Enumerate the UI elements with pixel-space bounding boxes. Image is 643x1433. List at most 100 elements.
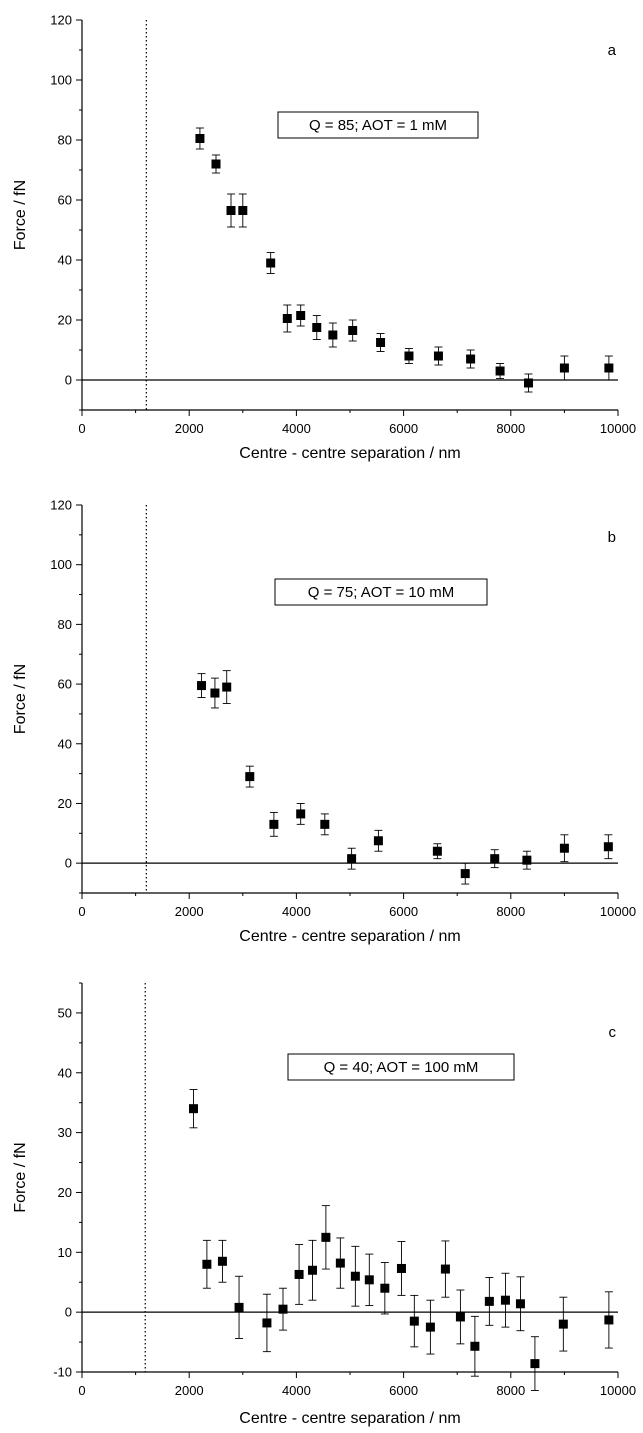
- point-marker: [425, 1322, 435, 1332]
- point-marker: [188, 1104, 198, 1114]
- data-point: [522, 850, 532, 870]
- data-point: [460, 862, 470, 885]
- data-point: [197, 673, 207, 698]
- point-marker: [373, 836, 383, 846]
- y-tick-label: 40: [58, 736, 72, 751]
- y-tick-label: 0: [65, 373, 72, 388]
- data-point: [195, 127, 205, 150]
- y-axis-label: Force / fN: [12, 664, 29, 734]
- point-marker: [282, 314, 292, 323]
- data-point: [266, 252, 276, 274]
- x-tick-label: 10000: [600, 904, 636, 919]
- data-point: [320, 813, 330, 836]
- x-tick-label: 4000: [282, 1383, 311, 1398]
- y-tick-label: 0: [65, 1305, 72, 1320]
- y-axis-label: Force / fN: [12, 1142, 29, 1212]
- data-point: [455, 1289, 465, 1345]
- data-point: [294, 1244, 304, 1305]
- data-point: [202, 1239, 212, 1289]
- x-tick-label: 4000: [282, 421, 311, 436]
- data-point: [530, 1336, 540, 1392]
- data-point: [500, 1272, 510, 1328]
- data-point: [425, 1299, 435, 1355]
- y-tick-label: 60: [58, 677, 72, 692]
- y-tick-label: 10: [58, 1245, 72, 1260]
- point-marker: [197, 681, 207, 691]
- data-point: [470, 1315, 480, 1377]
- data-point: [603, 834, 613, 860]
- y-tick-label: 120: [50, 498, 72, 513]
- point-marker: [211, 159, 221, 169]
- point-marker: [321, 1232, 331, 1242]
- data-point: [211, 154, 221, 174]
- point-marker: [348, 326, 358, 335]
- data-point: [433, 346, 443, 366]
- data-point: [226, 193, 236, 228]
- point-marker: [266, 258, 276, 268]
- y-tick-label: 80: [58, 133, 72, 148]
- data-point: [515, 1276, 525, 1332]
- point-marker: [530, 1359, 540, 1369]
- point-marker: [432, 846, 442, 856]
- annotation-text: Q = 40; AOT = 100 mM: [324, 1059, 479, 1076]
- y-tick-label: 0: [65, 856, 72, 871]
- point-marker: [523, 378, 533, 388]
- point-marker: [217, 1256, 227, 1266]
- data-point: [347, 847, 357, 870]
- y-tick-label: 40: [58, 253, 72, 268]
- data-point: [217, 1239, 227, 1283]
- data-point: [328, 322, 338, 348]
- point-marker: [195, 134, 205, 143]
- annotation-box: [277, 111, 479, 139]
- x-tick-label: 6000: [389, 904, 418, 919]
- point-marker: [380, 1283, 390, 1293]
- x-axis-label: Centre - centre separation / nm: [239, 928, 460, 945]
- data-point: [404, 348, 414, 364]
- x-tick-label: 0: [78, 421, 85, 436]
- point-marker: [307, 1265, 317, 1275]
- data-point: [490, 849, 500, 869]
- x-axis-label: Centre - centre separation / nm: [239, 1410, 460, 1427]
- point-marker: [296, 809, 306, 819]
- point-marker: [376, 338, 386, 347]
- data-point: [307, 1239, 317, 1301]
- point-marker: [490, 854, 500, 864]
- point-marker: [404, 351, 414, 361]
- x-tick-label: 2000: [175, 904, 204, 919]
- x-tick-label: 10000: [600, 421, 636, 436]
- point-marker: [495, 366, 505, 376]
- point-marker: [245, 772, 255, 782]
- point-marker: [604, 363, 614, 373]
- data-point: [222, 670, 232, 704]
- data-point: [604, 1291, 614, 1349]
- point-marker: [559, 843, 569, 853]
- point-marker: [559, 363, 569, 373]
- data-point: [282, 304, 292, 333]
- point-marker: [364, 1275, 374, 1285]
- panel-a: 0 2000 4000 6000 8000 10000 0 20 40 60 80 100 120 Cen…: [12, 13, 636, 463]
- point-marker: [262, 1318, 272, 1328]
- point-marker: [396, 1263, 406, 1273]
- point-marker: [294, 1269, 304, 1279]
- annotation-text: Q = 85; AOT = 1 mM: [309, 117, 447, 134]
- point-marker: [269, 819, 279, 829]
- annotation-text: Q = 75; AOT = 10 mM: [308, 584, 454, 601]
- data-point: [348, 319, 358, 342]
- x-tick-label: 2000: [175, 421, 204, 436]
- x-tick-label: 4000: [282, 904, 311, 919]
- data-point: [245, 765, 255, 788]
- point-marker: [484, 1296, 494, 1306]
- point-marker: [522, 855, 532, 865]
- point-marker: [455, 1312, 465, 1322]
- point-marker: [335, 1258, 345, 1268]
- panel-letter: b: [608, 529, 616, 546]
- data-point: [466, 349, 476, 369]
- point-marker: [222, 682, 232, 692]
- panel-c: 0 2000 4000 6000 8000 10000 -10 0 10 20 30 40 50 Cent…: [12, 982, 636, 1427]
- data-point: [559, 834, 569, 863]
- data-point: [373, 829, 383, 852]
- point-marker: [440, 1264, 450, 1274]
- y-tick-label: 20: [58, 796, 72, 811]
- panel-b: 0 2000 4000 6000 8000 10000 0 20 40 60 80 100 120 Cen…: [12, 498, 636, 946]
- point-marker: [320, 819, 330, 829]
